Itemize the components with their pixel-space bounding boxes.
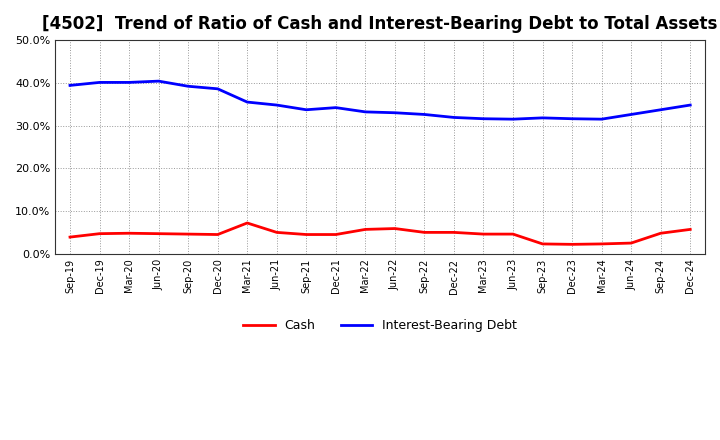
Title: [4502]  Trend of Ratio of Cash and Interest-Bearing Debt to Total Assets: [4502] Trend of Ratio of Cash and Intere… — [42, 15, 718, 33]
Legend: Cash, Interest-Bearing Debt: Cash, Interest-Bearing Debt — [238, 314, 522, 337]
